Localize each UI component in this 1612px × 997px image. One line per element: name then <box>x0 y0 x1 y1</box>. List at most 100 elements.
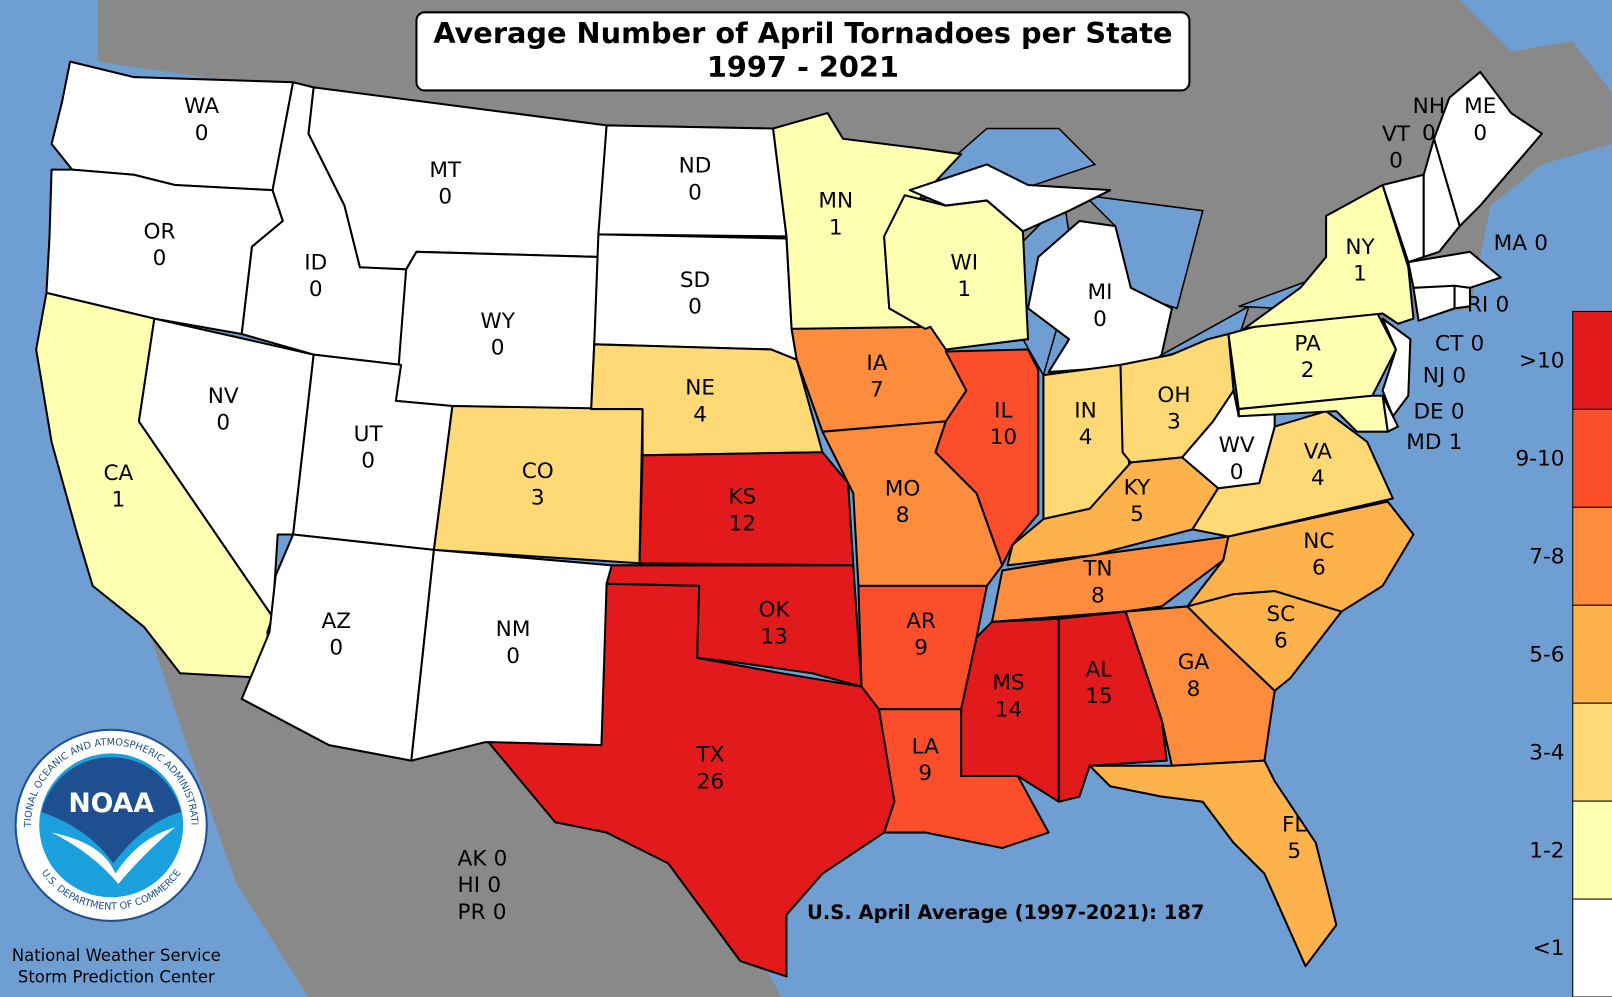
state-label: CT 0 <box>1435 331 1484 356</box>
state-abbr: NE <box>685 376 715 401</box>
state-label: MA 0 <box>1494 231 1548 256</box>
state-value: 1 <box>829 215 843 240</box>
state-label: NE 4 <box>685 376 715 428</box>
state-abbr: RI <box>1467 292 1488 317</box>
state-abbr: VA <box>1304 439 1332 464</box>
state-abbr: WV <box>1219 433 1255 458</box>
state-value: 8 <box>896 503 910 528</box>
legend-label: >10 <box>1519 349 1565 374</box>
state-abbr: TN <box>1082 557 1112 582</box>
legend-swatch <box>1572 506 1612 606</box>
legend-swatch <box>1572 702 1612 802</box>
state-label: OK 13 <box>759 598 791 650</box>
state <box>1186 500 1415 613</box>
state-abbr: IN <box>1074 398 1097 423</box>
state-abbr: LA <box>912 734 940 759</box>
state-value: 0 <box>1093 307 1107 332</box>
state-value: 1 <box>1449 430 1463 455</box>
state-abbr: MI <box>1087 280 1112 305</box>
state-abbr: PA <box>1294 331 1321 356</box>
state-label: SC 6 <box>1266 602 1295 654</box>
state-abbr: IA <box>866 351 887 376</box>
state-label: WV 0 <box>1219 433 1255 485</box>
state-label: IN 4 <box>1074 398 1097 450</box>
state-abbr: MS <box>992 671 1024 696</box>
state-label: AR 9 <box>906 609 936 661</box>
state-value: 0 <box>491 336 505 361</box>
state-abbr: NC <box>1303 529 1334 554</box>
state-label: MI 0 <box>1087 280 1112 332</box>
legend-label: 9-10 <box>1516 447 1565 472</box>
state-label: TX 26 <box>695 743 724 795</box>
state-abbr: SD <box>680 268 710 293</box>
state-label: ID 0 <box>304 250 327 302</box>
state-label: KY 5 <box>1124 475 1151 527</box>
state-abbr: KY <box>1124 475 1151 500</box>
state-label: OH 3 <box>1157 383 1190 435</box>
state-label: IA 7 <box>866 351 887 403</box>
state-label: WY 0 <box>480 309 515 361</box>
logo-bird <box>51 827 175 884</box>
state-abbr: ND <box>679 154 712 179</box>
state-abbr: ME <box>1464 94 1496 119</box>
state-abbr: OK <box>759 598 791 623</box>
state-abbr: MO <box>885 476 921 501</box>
territory-abbr: HI <box>458 873 481 898</box>
state-abbr: UT <box>354 422 384 447</box>
logo-top <box>41 757 182 864</box>
state-value: 9 <box>918 761 932 786</box>
state-label: MS 14 <box>992 671 1024 723</box>
state-label: MT 0 <box>429 158 462 210</box>
state-abbr: GA <box>1178 650 1210 675</box>
state-label: NC 6 <box>1303 529 1334 581</box>
state-label: SD 0 <box>680 268 710 320</box>
state-value: 0 <box>1495 292 1509 317</box>
state-label: FL 5 <box>1282 813 1306 865</box>
logo-name: NOAA <box>68 788 154 819</box>
state-value: 15 <box>1085 684 1112 709</box>
state <box>1088 759 1338 968</box>
state-value: 5 <box>1130 502 1144 527</box>
state-abbr: NJ <box>1423 363 1446 388</box>
state-value: 0 <box>1470 331 1484 356</box>
state <box>960 617 1060 803</box>
state-value: 0 <box>506 644 520 669</box>
state-abbr: SC <box>1266 602 1295 627</box>
state-abbr: TX <box>695 743 724 768</box>
territory-label: PR 0 <box>458 900 507 925</box>
territory-label: HI 0 <box>458 873 502 898</box>
state-value: 0 <box>688 180 702 205</box>
state-label: MN 1 <box>818 189 853 241</box>
state-label: CO 3 <box>522 459 554 511</box>
state-label: WI 1 <box>950 250 978 302</box>
territory-abbr: PR <box>458 900 486 925</box>
state-value: 0 <box>688 294 702 319</box>
state-value: 0 <box>1451 399 1465 424</box>
state-value: 7 <box>870 378 884 403</box>
state-value: 26 <box>697 769 724 794</box>
legend: >10 9-10 7-8 5-6 3-4 1-2 <1 <box>1516 310 1612 997</box>
territory-label: AK 0 <box>458 846 508 871</box>
state <box>487 582 896 978</box>
state-value: 4 <box>1079 425 1093 450</box>
state-abbr: MN <box>818 189 853 214</box>
state-value: 3 <box>531 486 545 511</box>
territories: AK 0HI 0PR 0 <box>458 846 508 924</box>
state-value: 10 <box>990 425 1017 450</box>
state-value: 0 <box>1389 149 1403 174</box>
state-value: 12 <box>729 511 756 536</box>
state-label: WA 0 <box>184 94 219 146</box>
legend-label: 7-8 <box>1529 544 1564 569</box>
credit-line: Storm Prediction Center <box>18 968 215 987</box>
state-value: 14 <box>995 697 1022 722</box>
subtitle: 1997 - 2021 <box>707 50 899 84</box>
state-value: 0 <box>1230 460 1244 485</box>
state <box>1422 137 1461 258</box>
state-value: 5 <box>1287 839 1301 864</box>
state-value: 0 <box>153 246 167 271</box>
legend-swatch <box>1572 310 1612 410</box>
state-value: 13 <box>760 624 787 649</box>
state-value: 0 <box>1422 121 1436 146</box>
credit-line: National Weather Service <box>12 946 221 965</box>
legend-label: 5-6 <box>1529 642 1564 667</box>
